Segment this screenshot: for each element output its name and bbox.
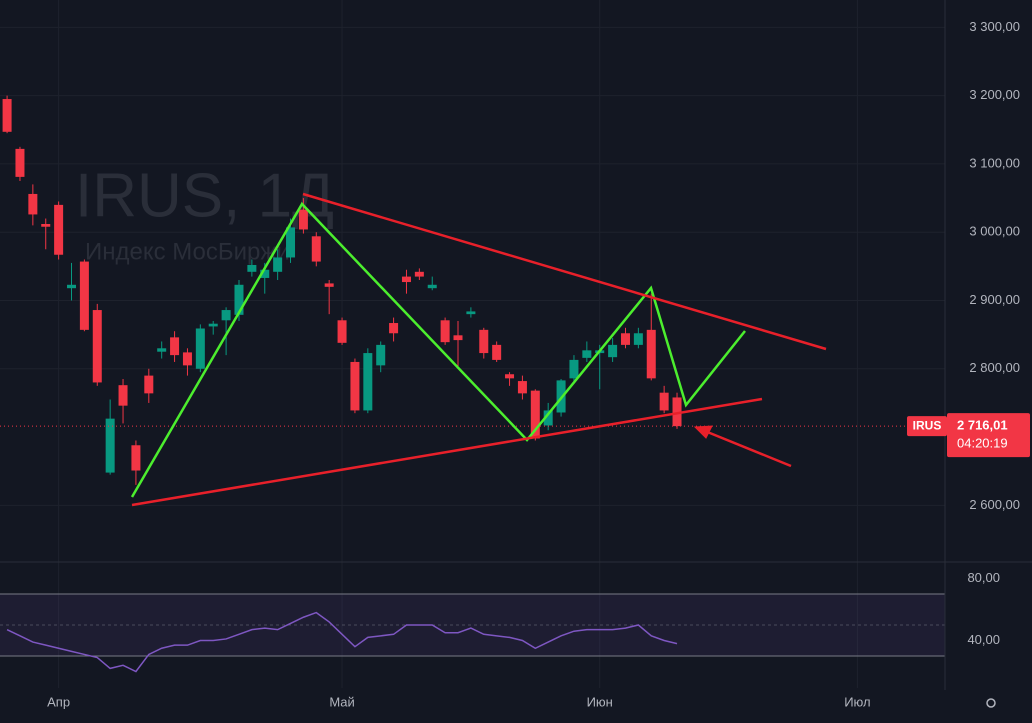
candle-body: [79, 261, 89, 330]
candle-body: [195, 328, 205, 369]
price-label: 2 716,01: [957, 418, 1008, 433]
candle-body: [157, 348, 167, 352]
candle-body: [2, 99, 12, 132]
y-tick-label: 3 100,00: [969, 155, 1020, 170]
marks: [0, 95, 945, 673]
candle-body: [286, 227, 296, 258]
countdown: 04:20:19: [957, 436, 1008, 451]
drawings: [130, 192, 827, 507]
candle-body: [182, 352, 192, 366]
candle-body: [144, 375, 154, 394]
gear[interactable]: [986, 698, 996, 708]
y-tick-label: 80,00: [967, 570, 1000, 585]
x-tick-label: Апр: [47, 694, 70, 709]
candle-body: [311, 236, 321, 262]
candle-body: [401, 276, 411, 283]
rsi-line: [6, 611, 678, 673]
candle-body: [118, 385, 128, 406]
candle-body: [221, 310, 231, 321]
candle-body: [67, 284, 77, 289]
candle-body: [105, 418, 115, 473]
candle-body: [260, 269, 270, 278]
y-tick-label: 40,00: [967, 632, 1000, 647]
y-tick-label: 2 800,00: [969, 360, 1020, 375]
zigzag: [130, 201, 746, 498]
y-tick-label: 2 900,00: [969, 292, 1020, 307]
trendline: [131, 397, 763, 507]
labels: Апр Май Июн Июл 2 600,00 2 800,00 2 900,00 3 00…: [47, 19, 1030, 709]
x-tick-label: Июн: [587, 694, 613, 709]
candle-body: [234, 284, 244, 315]
candle-body: [389, 323, 399, 334]
candle-body: [15, 148, 25, 177]
candle-body: [376, 344, 386, 366]
settings-icon[interactable]: [986, 698, 996, 708]
candle-body: [453, 335, 463, 341]
candle-body: [505, 374, 515, 379]
candle-body: [543, 410, 553, 426]
candle-body: [350, 361, 360, 411]
symbol-name: IRUS: [913, 418, 942, 432]
candle-body: [659, 392, 669, 411]
candle-body: [440, 320, 450, 343]
candle-body: [672, 397, 682, 427]
candle-body: [492, 344, 502, 360]
arrow-head: [693, 425, 713, 439]
candle-body: [517, 381, 527, 394]
candle-body: [620, 333, 630, 345]
symbol-tag: [907, 416, 947, 437]
x-tick-label: Май: [329, 694, 354, 709]
watermark: IRUS, 1Д: [75, 161, 334, 230]
candle-body: [273, 257, 283, 272]
candle-body: [208, 323, 218, 327]
price-tag: [947, 413, 1030, 458]
candle-body: [646, 329, 656, 379]
candle-body: [247, 264, 257, 272]
y-tick-label: 3 000,00: [969, 224, 1020, 239]
candle-body: [427, 284, 437, 289]
candle-body: [530, 390, 540, 439]
x-tick-label: Июл: [844, 694, 870, 709]
candle-body: [414, 271, 424, 277]
watermark-subtitle: Индекс МосБиржи: [85, 238, 290, 265]
candle-body: [337, 320, 347, 343]
arrow: [699, 427, 792, 468]
candle-body: [54, 204, 64, 255]
grid: [0, 0, 945, 688]
candle-body: [28, 193, 38, 215]
candle-body: [170, 337, 180, 356]
y-tick-label: 3 200,00: [969, 87, 1020, 102]
candle-body: [608, 344, 618, 358]
candle-body: [633, 333, 643, 345]
candle-body: [582, 350, 592, 358]
candle-body: [298, 209, 308, 230]
candle-body: [569, 359, 579, 379]
y-tick-label: 3 300,00: [969, 19, 1020, 34]
candle-body: [92, 310, 102, 383]
candle-body: [324, 283, 334, 287]
trendline: [302, 192, 827, 351]
candle-body: [41, 224, 51, 227]
y-tick-label: 2 600,00: [969, 497, 1020, 512]
candle-body: [479, 329, 489, 354]
rsi-band: [0, 594, 945, 656]
candle-body: [466, 311, 476, 315]
candle-body: [363, 353, 373, 411]
candle-body: [131, 445, 141, 471]
